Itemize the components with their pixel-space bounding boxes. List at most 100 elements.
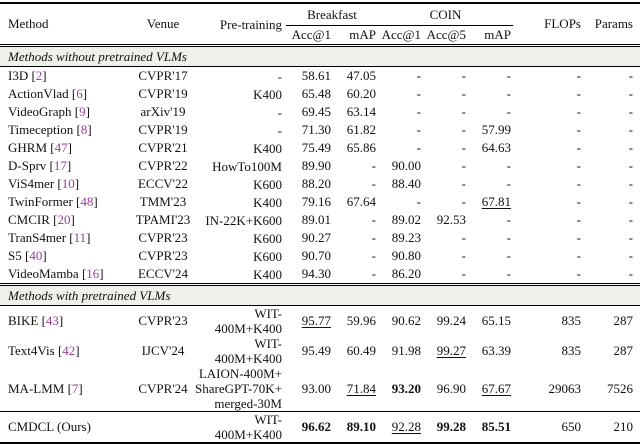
flops-cell: 650 — [513, 411, 583, 444]
citation-link[interactable]: 10 — [61, 176, 75, 191]
bf-acc1-cell: 71.30 — [301, 122, 331, 137]
table-row: MA-LMM [7] CVPR'24 LAION-400M+ ShareGPT-70… — [0, 366, 640, 412]
citation-link[interactable]: 7 — [71, 380, 79, 396]
method-cell: TranS4mer [11] — [8, 230, 91, 245]
citation-link[interactable]: 6 — [76, 86, 83, 101]
method-cell: GHRM [47] — [8, 140, 72, 155]
flops-cell: - — [576, 68, 581, 83]
params-cell: - — [628, 68, 633, 83]
col-group-breakfast: Breakfast — [286, 2, 378, 26]
venue-cell: CVPR'23 — [138, 230, 188, 245]
citation-link[interactable]: 17 — [53, 158, 67, 173]
coin-map-cell: - — [506, 176, 511, 191]
bf-map-cell-value: 89.10 — [346, 419, 376, 434]
header-row-groups: Method Venue Pre-training Breakfast COIN… — [0, 2, 640, 46]
citation-link[interactable]: 47 — [54, 140, 68, 155]
citation-link[interactable]: 48 — [80, 194, 94, 209]
coin-acc1-cell: - — [416, 104, 421, 119]
pretraining-cell: WIT-400M+K400 — [194, 411, 286, 444]
table-row: GHRM [47] CVPR'21 K400 75.49 65.86- -64.63- - — [0, 139, 640, 157]
coin-acc5-cell: 96.90 — [436, 380, 466, 396]
params-cell: - — [628, 140, 633, 155]
method-cell: Text4Vis [42] — [8, 343, 80, 358]
citation-link[interactable]: 11 — [73, 230, 87, 245]
flops-cell: - — [576, 122, 581, 137]
citation-link[interactable]: 20 — [57, 212, 71, 227]
pretraining-cell: - — [277, 68, 282, 84]
col-group-coin: COIN — [378, 2, 513, 26]
params-cell: - — [628, 158, 633, 173]
citation-link[interactable]: 9 — [79, 104, 86, 119]
method-cell: S5 [40] — [8, 248, 47, 263]
pretraining-cell: K400 — [253, 86, 282, 102]
coin-map-cell: 85.51 — [468, 411, 513, 444]
bf-acc1-cell: 94.30 — [301, 266, 331, 281]
citation-link[interactable]: 43 — [45, 313, 59, 328]
params-cell: 7526 — [607, 380, 633, 396]
coin-map-cell: 64.63 — [481, 140, 511, 155]
header-row-metrics: Acc@1 mAP Acc@1 Acc@5 mAP — [0, 26, 640, 46]
bf-acc1-cell: 95.49 — [301, 343, 331, 358]
pretraining-cell: HowTo100M — [212, 158, 282, 174]
citation-link[interactable]: 2 — [35, 68, 43, 83]
citation-link[interactable]: 42 — [62, 343, 76, 358]
venue-cell: TPAMI'23 — [135, 212, 191, 227]
coin-acc5-cell: - — [461, 266, 466, 281]
venue-cell: TMM'23 — [139, 194, 187, 209]
coin-acc5-cell: - — [461, 122, 466, 137]
coin-acc1-cell: 86.20 — [391, 266, 421, 281]
bf-acc1-cell-value: 96.62 — [301, 419, 331, 434]
method-cell: VideoMamba [16] — [8, 266, 104, 281]
params-cell: 287 — [613, 313, 634, 328]
section-header-row: Methods with pretrained VLMs — [0, 283, 640, 306]
pretraining-cell: K600 — [253, 230, 282, 246]
coin-map-cell: - — [506, 158, 511, 173]
coin-acc5-cell: 99.24 — [436, 313, 466, 328]
coin-map-cell: - — [506, 86, 511, 101]
coin-acc1-cell: - — [416, 140, 421, 155]
method-cell: ViS4mer [10] — [8, 176, 80, 191]
params-cell: - — [628, 230, 633, 245]
table-row: D-Sprv [17] CVPR'22 HowTo100M 89.90-90.00- -… — [0, 157, 640, 175]
method-cell: Timeception [8] — [8, 122, 92, 137]
method-cell: D-Sprv [17] — [8, 158, 72, 173]
table-row: CMDCL (Ours) WIT-400M+K400 96.62 89.10 92.28… — [0, 411, 640, 444]
coin-map-cell: - — [506, 230, 511, 245]
params-cell: 287 — [613, 343, 634, 358]
flops-cell: - — [576, 248, 581, 263]
coin-acc1-cell: - — [416, 194, 421, 209]
table-row: Timeception [8] CVPR'19-71.30 61.82- -57.99… — [0, 121, 640, 139]
coin-acc5-cell: - — [461, 140, 466, 155]
coin-acc1-cell-value: 92.28 — [391, 419, 421, 434]
table-row: BIKE [43] CVPR'23 WIT-400M+K400 95.77 59.96 9… — [0, 306, 640, 337]
bf-map-cell: 61.82 — [346, 122, 376, 137]
coin-acc1-cell: 91.98 — [391, 343, 421, 358]
citation-link[interactable]: 8 — [80, 122, 88, 137]
flops-cell: 835 — [561, 313, 582, 328]
method-cell: CMCIR [20] — [8, 212, 75, 227]
bf-map-cell: - — [371, 266, 376, 281]
flops-cell: - — [576, 86, 581, 101]
table-row: Text4Vis [42] IJCV'24 WIT-400M+K400 95.49 60… — [0, 336, 640, 366]
coin-acc5-cell: - — [461, 230, 466, 245]
table-row: S5 [40] CVPR'23 K600 90.70-90.80- - - - — [0, 247, 640, 265]
coin-acc1-cell-value: 93.20 — [391, 380, 421, 396]
citation-link[interactable]: 40 — [29, 248, 43, 263]
coin-acc1-cell: - — [416, 122, 421, 137]
coin-map-cell: 65.15 — [481, 313, 511, 328]
venue-cell: CVPR'23 — [138, 248, 188, 263]
col-header-coin-acc1: Acc@1 — [381, 27, 421, 42]
coin-map-cell: 67.67 — [468, 366, 513, 412]
bf-acc1-cell: 65.48 — [301, 86, 331, 101]
bf-acc1-cell: 89.01 — [301, 212, 331, 227]
venue-cell: CVPR'19 — [138, 122, 188, 137]
params-cell: - — [628, 104, 633, 119]
citation-link[interactable]: 16 — [86, 266, 100, 281]
venue-cell: ECCV'24 — [137, 266, 188, 281]
coin-acc5-cell: - — [461, 194, 466, 209]
bf-acc1-cell: 58.61 — [301, 68, 331, 83]
bf-acc1-cell: 93.00 — [301, 380, 331, 396]
coin-acc5-cell: 99.27 — [423, 336, 468, 366]
pretraining-cell: K400 — [253, 140, 282, 156]
